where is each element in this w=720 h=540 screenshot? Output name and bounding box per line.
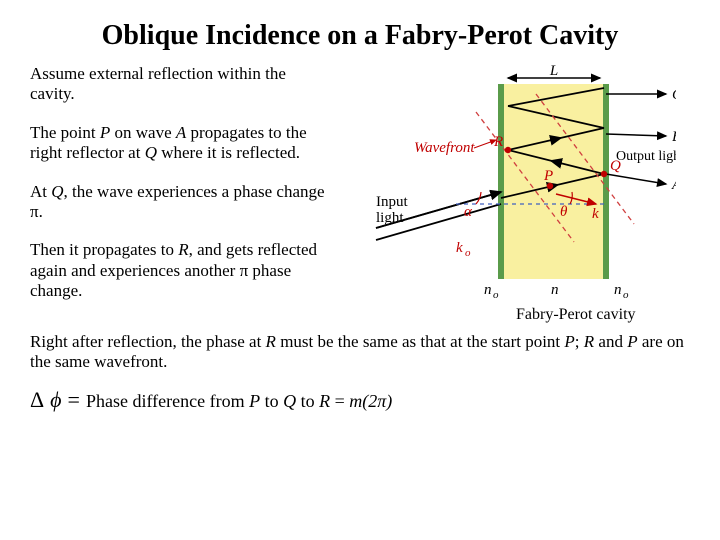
svg-text:L: L xyxy=(549,64,558,79)
bottom-text: Right after reflection, the phase at R m… xyxy=(30,332,690,413)
page-title: Oblique Incidence on a Fabry-Perot Cavit… xyxy=(30,20,690,52)
para-1: Assume external reflection within the ca… xyxy=(30,64,330,105)
svg-text:P: P xyxy=(543,168,553,184)
svg-text:Output light: Output light xyxy=(616,149,676,164)
svg-text:o: o xyxy=(623,289,629,301)
svg-text:R: R xyxy=(493,134,503,150)
svg-text:C: C xyxy=(672,87,676,103)
svg-text:A: A xyxy=(671,177,676,193)
para-2: The point P on wave A propagates to the … xyxy=(30,123,330,164)
svg-text:Input: Input xyxy=(376,194,408,210)
diagram-column: L C B A Output light Wavefront k α θ R Q P Inputligh… xyxy=(346,64,690,324)
svg-text:α: α xyxy=(464,204,473,220)
fabry-perot-diagram: L C B A Output light Wavefront k α θ R Q P Inputligh… xyxy=(346,64,676,324)
svg-text:n: n xyxy=(484,282,492,298)
svg-text:θ: θ xyxy=(560,204,568,220)
phase-equation: Δϕ = Phase difference from P to Q to R =… xyxy=(30,387,690,413)
para-5: Right after reflection, the phase at R m… xyxy=(30,332,690,373)
svg-text:light: light xyxy=(376,210,404,226)
svg-text:k: k xyxy=(456,240,463,256)
para-3: At Q, the wave experiences a phase chang… xyxy=(30,182,330,223)
svg-text:o: o xyxy=(493,289,499,301)
svg-text:Fabry-Perot cavity: Fabry-Perot cavity xyxy=(516,306,636,323)
svg-text:o: o xyxy=(465,247,471,259)
svg-text:k: k xyxy=(592,206,599,222)
svg-text:n: n xyxy=(551,282,559,298)
svg-text:n: n xyxy=(614,282,622,298)
text-column: Assume external reflection within the ca… xyxy=(30,64,330,324)
svg-text:B: B xyxy=(672,129,676,145)
svg-text:Wavefront: Wavefront xyxy=(414,140,475,156)
svg-text:Q: Q xyxy=(610,158,621,174)
content-row: Assume external reflection within the ca… xyxy=(30,64,690,324)
para-4: Then it propagates to R, and gets reflec… xyxy=(30,240,330,301)
